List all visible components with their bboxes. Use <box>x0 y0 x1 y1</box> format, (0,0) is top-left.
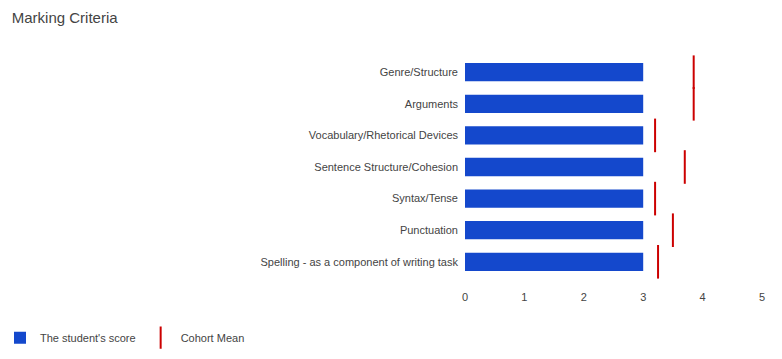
svg-text:Genre/Structure: Genre/Structure <box>380 66 458 78</box>
svg-text:2: 2 <box>581 291 587 303</box>
svg-text:Sentence Structure/Cohesion: Sentence Structure/Cohesion <box>314 161 458 173</box>
svg-text:1: 1 <box>521 291 527 303</box>
svg-text:Syntax/Tense: Syntax/Tense <box>392 192 458 204</box>
svg-text:4: 4 <box>700 291 706 303</box>
svg-text:Marking Criteria: Marking Criteria <box>12 9 119 26</box>
svg-text:The student's score: The student's score <box>40 332 136 344</box>
svg-text:Spelling - as a component of w: Spelling - as a component of writing tas… <box>261 256 459 268</box>
svg-text:5: 5 <box>759 291 765 303</box>
svg-text:Cohort Mean: Cohort Mean <box>181 332 245 344</box>
svg-text:Punctuation: Punctuation <box>400 224 458 236</box>
svg-text:3: 3 <box>640 291 646 303</box>
svg-text:Arguments: Arguments <box>405 98 459 110</box>
svg-text:Vocabulary/Rhetorical Devices: Vocabulary/Rhetorical Devices <box>309 129 459 141</box>
svg-text:0: 0 <box>462 291 468 303</box>
